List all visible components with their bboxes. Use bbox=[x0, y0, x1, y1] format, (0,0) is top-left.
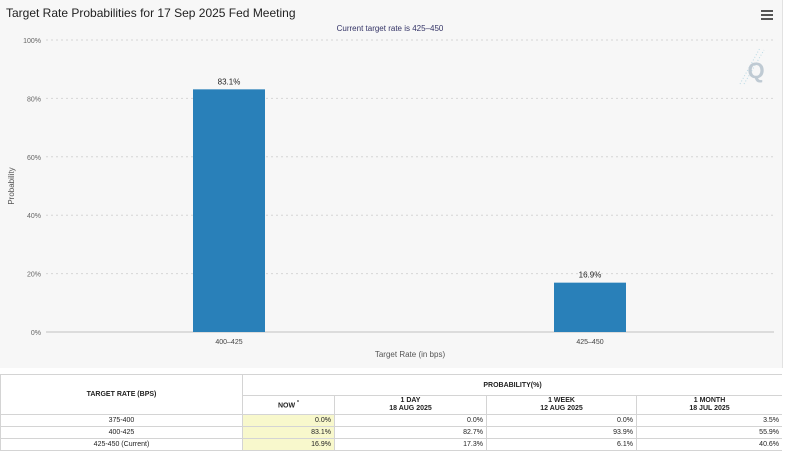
chart-title: Target Rate Probabilities for 17 Sep 202… bbox=[6, 6, 296, 20]
now-cell: 83.1% bbox=[242, 426, 335, 439]
watermark-logo: Q bbox=[739, 47, 765, 85]
rate-cell: 400-425 bbox=[0, 426, 243, 439]
one-month-cell: 40.6% bbox=[635, 438, 782, 451]
x-axis-title: Target Rate (in bps) bbox=[375, 350, 446, 359]
bar-chart: Current target rate is 425–450 0% 20% 40% 6… bbox=[7, 24, 774, 359]
table-row: 425-450 (Current) 16.9% 17.3% 6.1% 40.6% bbox=[0, 438, 782, 451]
table-row: 375-400 0.0% 0.0% 0.0% 3.5% bbox=[0, 414, 782, 427]
one-day-cell: 17.3% bbox=[334, 438, 487, 451]
rate-cell: 375-400 bbox=[0, 414, 243, 427]
table-row: 400-425 83.1% 82.7% 93.9% 55.9% bbox=[0, 426, 782, 439]
one-month-cell: 55.9% bbox=[635, 426, 782, 439]
data-label: 16.9% bbox=[579, 271, 602, 280]
y-tick-label: 80% bbox=[27, 96, 41, 103]
one-week-cell: 0.0% bbox=[486, 414, 637, 427]
one-day-column-header: 1 DAY 18 AUG 2025 bbox=[334, 395, 487, 415]
now-column-header: NOW * bbox=[242, 395, 335, 415]
one-week-column-header: 1 WEEK 12 AUG 2025 bbox=[486, 395, 637, 415]
rate-column-header: TARGET RATE (BPS) bbox=[0, 374, 243, 415]
y-axis-title: Probability bbox=[7, 167, 16, 204]
data-label: 83.1% bbox=[218, 77, 241, 86]
footnote-marker: * bbox=[297, 400, 299, 407]
y-tick-label: 100% bbox=[23, 38, 41, 45]
hamburger-menu-icon[interactable] bbox=[761, 10, 773, 20]
x-tick-label: 425–450 bbox=[576, 339, 603, 346]
one-month-column-header: 1 MONTH 18 JUL 2025 bbox=[635, 395, 782, 415]
bar[interactable] bbox=[554, 282, 626, 332]
one-week-cell: 6.1% bbox=[486, 438, 637, 451]
probability-table: TARGET RATE (BPS) PROBABILITY(%) NOW * 1… bbox=[0, 374, 782, 461]
y-tick-label: 60% bbox=[27, 155, 41, 162]
one-month-cell: 3.5% bbox=[635, 414, 782, 427]
chart-subtitle: Current target rate is 425–450 bbox=[337, 24, 444, 33]
one-week-cell: 93.9% bbox=[486, 426, 637, 439]
x-tick-label: 400–425 bbox=[215, 339, 242, 346]
y-tick-label: 20% bbox=[27, 272, 41, 279]
one-day-cell: 82.7% bbox=[334, 426, 487, 439]
now-cell: 16.9% bbox=[242, 438, 335, 451]
y-tick-label: 0% bbox=[31, 330, 41, 337]
rate-cell: 425-450 (Current) bbox=[0, 438, 243, 451]
watermark-text: Q bbox=[747, 58, 764, 83]
y-tick-label: 40% bbox=[27, 213, 41, 220]
one-day-cell: 0.0% bbox=[334, 414, 487, 427]
bar[interactable] bbox=[193, 89, 265, 333]
probability-group-header: PROBABILITY(%) bbox=[241, 374, 782, 396]
chart-panel: Target Rate Probabilities for 17 Sep 202… bbox=[6, 0, 783, 368]
now-cell: 0.0% bbox=[242, 414, 335, 427]
